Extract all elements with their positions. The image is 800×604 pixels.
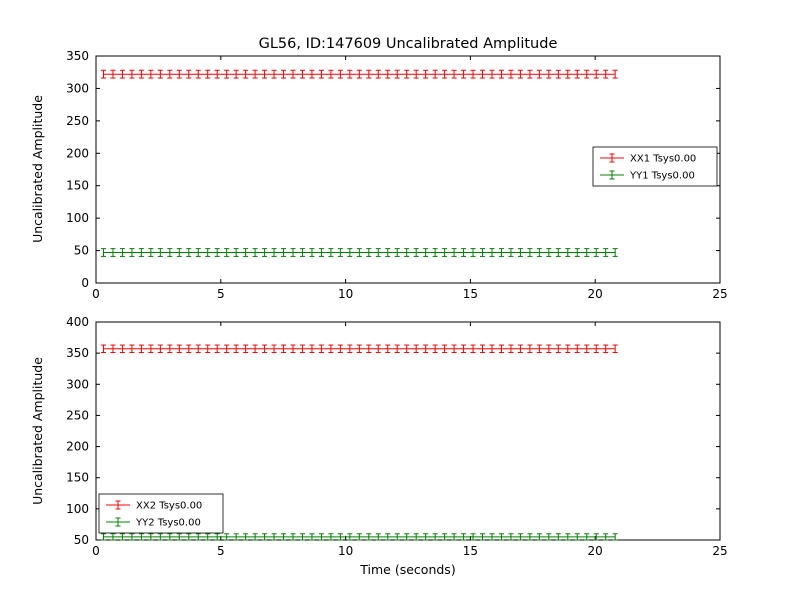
y-tick-label: 100 <box>66 502 89 516</box>
y-tick-label: 200 <box>66 146 89 160</box>
y-tick-label: 50 <box>74 533 89 547</box>
y-tick-label: 50 <box>74 244 89 258</box>
x-tick-label: 10 <box>338 287 353 301</box>
y-tick-label: 300 <box>66 377 89 391</box>
top-axes-frame <box>95 55 721 284</box>
xlabel: Time (seconds) <box>359 562 455 577</box>
x-tick-label: 0 <box>92 544 100 558</box>
y-tick-label: 150 <box>66 179 89 193</box>
legend-label: YY2 Tsys0.00 <box>135 518 201 529</box>
y-tick-label: 0 <box>81 276 89 290</box>
x-tick-label: 0 <box>92 287 100 301</box>
x-tick-label: 25 <box>712 544 727 558</box>
x-tick-label: 15 <box>463 287 478 301</box>
y-tick-label: 300 <box>66 81 89 95</box>
x-tick-label: 15 <box>463 544 478 558</box>
chart-title: GL56, ID:147609 Uncalibrated Amplitude <box>259 36 558 52</box>
y-tick-label: 350 <box>66 346 89 360</box>
y-tick-label: 100 <box>66 211 89 225</box>
y-tick-label: 150 <box>66 471 89 485</box>
y-tick-label: 250 <box>66 114 89 128</box>
y-tick-label: 350 <box>66 49 89 63</box>
x-tick-label: 5 <box>217 544 225 558</box>
bottom-axes-series <box>100 344 618 541</box>
legend-label: XX1 Tsys0.00 <box>630 154 696 165</box>
bottom-legend: XX2 Tsys0.00 YY2 Tsys0.00 <box>98 493 224 534</box>
legend-label: XX2 Tsys0.00 <box>136 501 202 512</box>
bottom-axes-ticks: 0 5 10 15 20 25 50 100 150 200 250 300 350 400 <box>66 315 728 558</box>
top-axes-series <box>100 69 618 257</box>
x-tick-label: 20 <box>588 544 603 558</box>
x-tick-label: 25 <box>712 287 727 301</box>
x-tick-label: 5 <box>217 287 225 301</box>
x-tick-label: 10 <box>338 544 353 558</box>
bottom-ylabel: Uncalibrated Amplitude <box>30 357 45 505</box>
top-ylabel: Uncalibrated Amplitude <box>30 95 45 243</box>
y-tick-label: 250 <box>66 408 89 422</box>
top-legend: XX1 Tsys0.00 YY1 Tsys0.00 <box>592 146 718 187</box>
y-tick-label: 200 <box>66 440 89 454</box>
x-tick-label: 20 <box>588 287 603 301</box>
y-tick-label: 400 <box>66 315 89 329</box>
legend-label: YY1 Tsys0.00 <box>629 171 695 182</box>
